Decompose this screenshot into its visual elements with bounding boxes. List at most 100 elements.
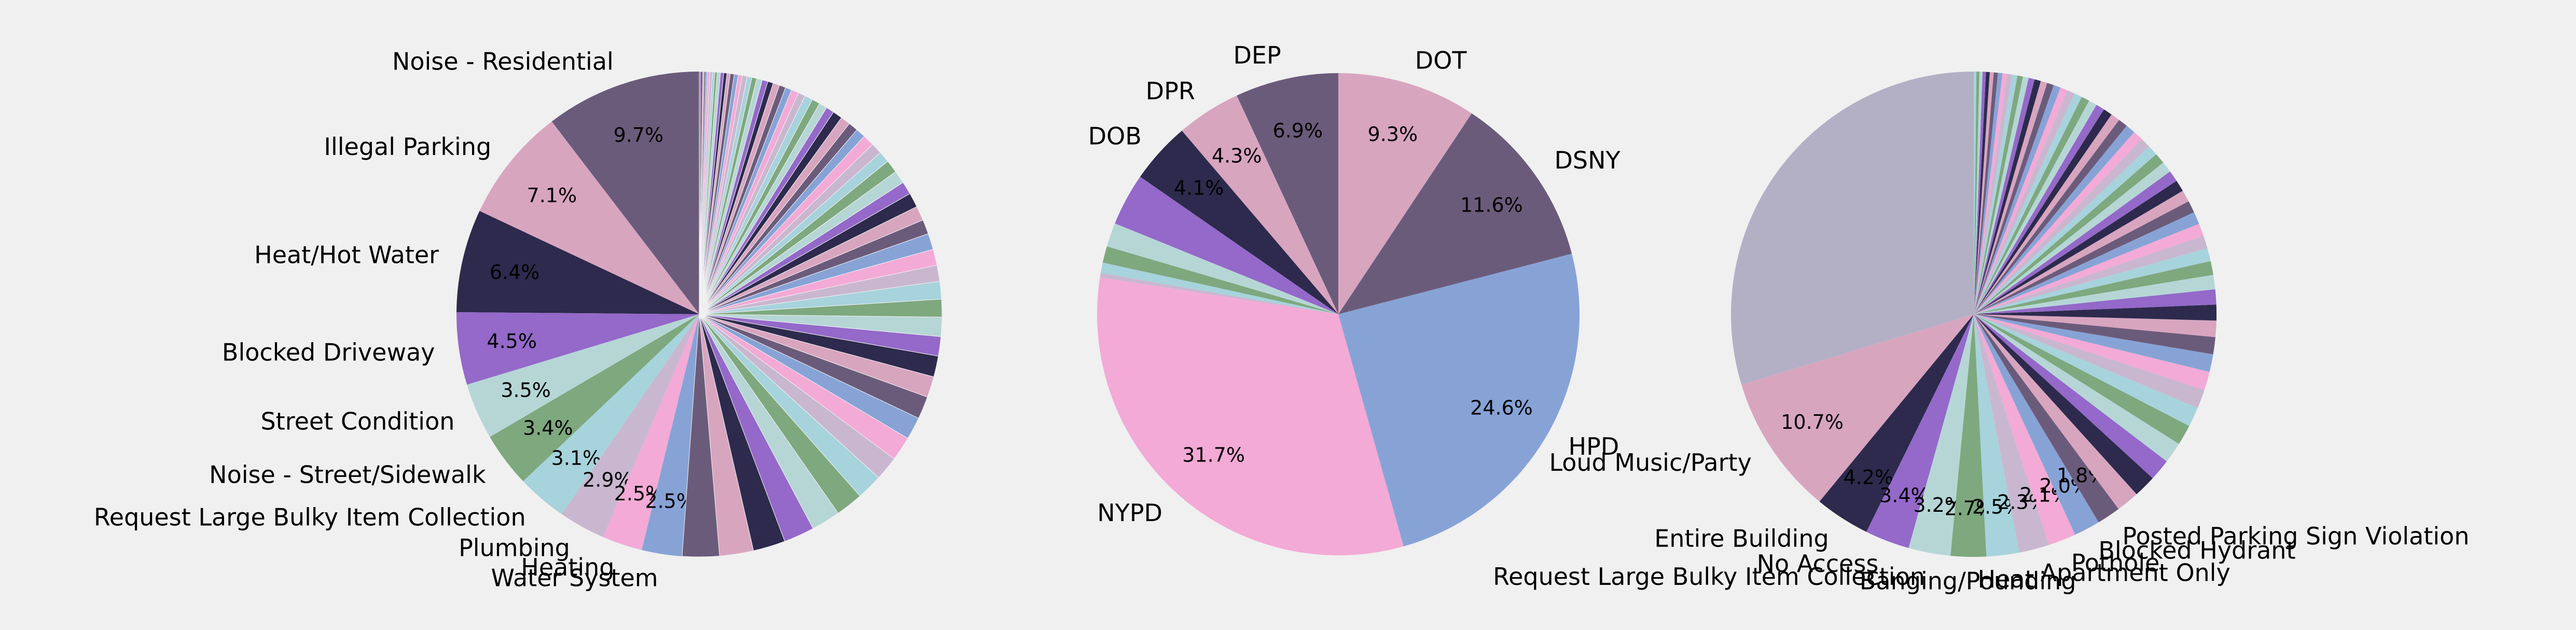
slice-label-hpd: HPD bbox=[1569, 432, 1619, 460]
slice bbox=[1974, 201, 2194, 314]
pct-label: 9.7% bbox=[614, 123, 664, 146]
slice bbox=[1974, 314, 2198, 426]
pct-label: 6.9% bbox=[1273, 119, 1323, 142]
slice bbox=[1974, 96, 2089, 314]
slice bbox=[1974, 74, 2013, 314]
slice-apartment-only bbox=[1974, 314, 2049, 553]
slice-loud-music-party bbox=[1741, 314, 1974, 502]
pct-label: 6.4% bbox=[490, 261, 540, 284]
slice bbox=[1974, 90, 2075, 314]
slice-heat-hot-water bbox=[456, 211, 699, 314]
slice bbox=[1106, 223, 1338, 314]
slice bbox=[1974, 171, 2177, 314]
slice bbox=[1974, 75, 2023, 314]
pct-label: 31.7% bbox=[1182, 444, 1245, 467]
slice-label-request-large-bulky-item-collection: Request Large Bulky Item Collection bbox=[1493, 563, 1925, 591]
slice-label-illegal-parking: Illegal Parking bbox=[324, 133, 491, 161]
slice-label-apartment-only: Apartment Only bbox=[2041, 559, 2231, 587]
slice bbox=[1974, 162, 2170, 314]
slice bbox=[1974, 314, 2215, 355]
slice-banging-pounding bbox=[1950, 314, 1987, 557]
slice-label-no-access: No Access bbox=[1757, 550, 1879, 578]
pie-complaint-types: 9.7% Noise - Residential 7.1% Illegal Parki… bbox=[94, 47, 943, 592]
slice bbox=[1974, 72, 1979, 314]
slice-plumbing bbox=[561, 314, 699, 537]
slice-label-dot: DOT bbox=[1415, 46, 1467, 74]
slice-label-request-large-bulky-item-collection: Request Large Bulky Item Collection bbox=[94, 503, 526, 531]
slice bbox=[1974, 82, 2054, 315]
slice bbox=[1115, 176, 1338, 314]
slice-label-heat: Heat bbox=[1977, 565, 2034, 593]
slice-label-water-system: Water System bbox=[491, 564, 658, 592]
slice bbox=[1974, 304, 2217, 321]
pct-label: 4.3% bbox=[1212, 145, 1262, 167]
slice-blocked-driveway bbox=[456, 312, 699, 385]
slice-hpd bbox=[1338, 254, 1580, 547]
slice bbox=[1974, 314, 2205, 408]
pct-label: 10.7% bbox=[1781, 411, 1844, 433]
slice bbox=[1974, 235, 2208, 314]
slice-label-heating: Heating bbox=[521, 553, 614, 581]
slice bbox=[1974, 314, 2167, 479]
slice-dep bbox=[1237, 73, 1338, 314]
slice bbox=[1974, 223, 2204, 314]
slice bbox=[1974, 81, 2047, 314]
slice bbox=[1974, 72, 1994, 314]
slice bbox=[1974, 74, 2018, 314]
slice bbox=[1974, 314, 2190, 444]
slice-label-pothole: Pothole bbox=[2071, 549, 2160, 577]
pct-label: 4.1% bbox=[1174, 177, 1224, 200]
slice bbox=[1974, 154, 2164, 314]
slice bbox=[1974, 73, 2003, 314]
slice bbox=[1730, 72, 1974, 385]
slice-water-system bbox=[642, 314, 699, 556]
slice-label-blocked-driveway: Blocked Driveway bbox=[222, 338, 435, 366]
slice-label-loud-music-party: Loud Music/Party bbox=[1549, 449, 1751, 477]
slice bbox=[1974, 72, 1990, 314]
slice bbox=[1974, 212, 2199, 314]
slice bbox=[1974, 248, 2211, 314]
slice-noise-street-sidewalk bbox=[490, 314, 699, 482]
slice bbox=[1974, 314, 2210, 390]
slice bbox=[699, 71, 701, 315]
slice-nypd bbox=[1097, 277, 1404, 556]
slice-label-plumbing: Plumbing bbox=[459, 534, 570, 562]
slice bbox=[1102, 246, 1338, 314]
slice-illegal-parking bbox=[479, 121, 699, 314]
slice bbox=[1974, 146, 2156, 314]
slice bbox=[1974, 109, 2112, 314]
slice-posted-parking-sign-violation bbox=[1974, 314, 2119, 523]
pct-label: 9.3% bbox=[1368, 123, 1418, 146]
slice bbox=[1974, 76, 2029, 314]
pct-label: 3.4% bbox=[523, 416, 573, 439]
slice bbox=[1974, 87, 2068, 314]
slice-heat bbox=[1974, 314, 2020, 557]
slice-dpr bbox=[1182, 95, 1338, 314]
slice-noise-residential bbox=[551, 72, 699, 314]
slice-label-banging-pounding: Banging/Pounding bbox=[1860, 567, 2076, 595]
slice-request-large-bulky-item-collection bbox=[523, 314, 699, 514]
slice bbox=[1974, 274, 2215, 314]
slice bbox=[1974, 79, 2041, 314]
slice bbox=[1974, 289, 2217, 314]
slice bbox=[1974, 73, 2007, 314]
slice-no-access bbox=[1866, 314, 1974, 548]
slice bbox=[1974, 101, 2097, 315]
slice bbox=[1974, 85, 2061, 314]
slice-dob bbox=[1140, 131, 1338, 314]
slice bbox=[1100, 262, 1338, 314]
slice bbox=[1974, 105, 2104, 315]
slice bbox=[1974, 314, 2137, 509]
slice bbox=[1974, 72, 1986, 314]
slice bbox=[1974, 93, 2082, 314]
slice-label-posted-parking-sign-violation: Posted Parking Sign Violation bbox=[2122, 522, 2469, 550]
slice-label-dob: DOB bbox=[1088, 122, 1142, 150]
slice bbox=[1974, 72, 1977, 314]
slice-blocked-hydrant bbox=[1974, 314, 2099, 535]
pie-agencies: 6.9% DEP 4.3% DPR 4.1% DOB 31.7% NYPD 24.6% HPD 11… bbox=[1088, 41, 1621, 556]
pct-label: 2.9% bbox=[583, 469, 633, 492]
slice bbox=[1100, 273, 1338, 314]
slice bbox=[1974, 314, 2217, 338]
slice-label-dep: DEP bbox=[1233, 41, 1281, 69]
pie-descriptors: 10.7% Loud Music/Party 4.2% Entire Building… bbox=[1493, 72, 2469, 595]
